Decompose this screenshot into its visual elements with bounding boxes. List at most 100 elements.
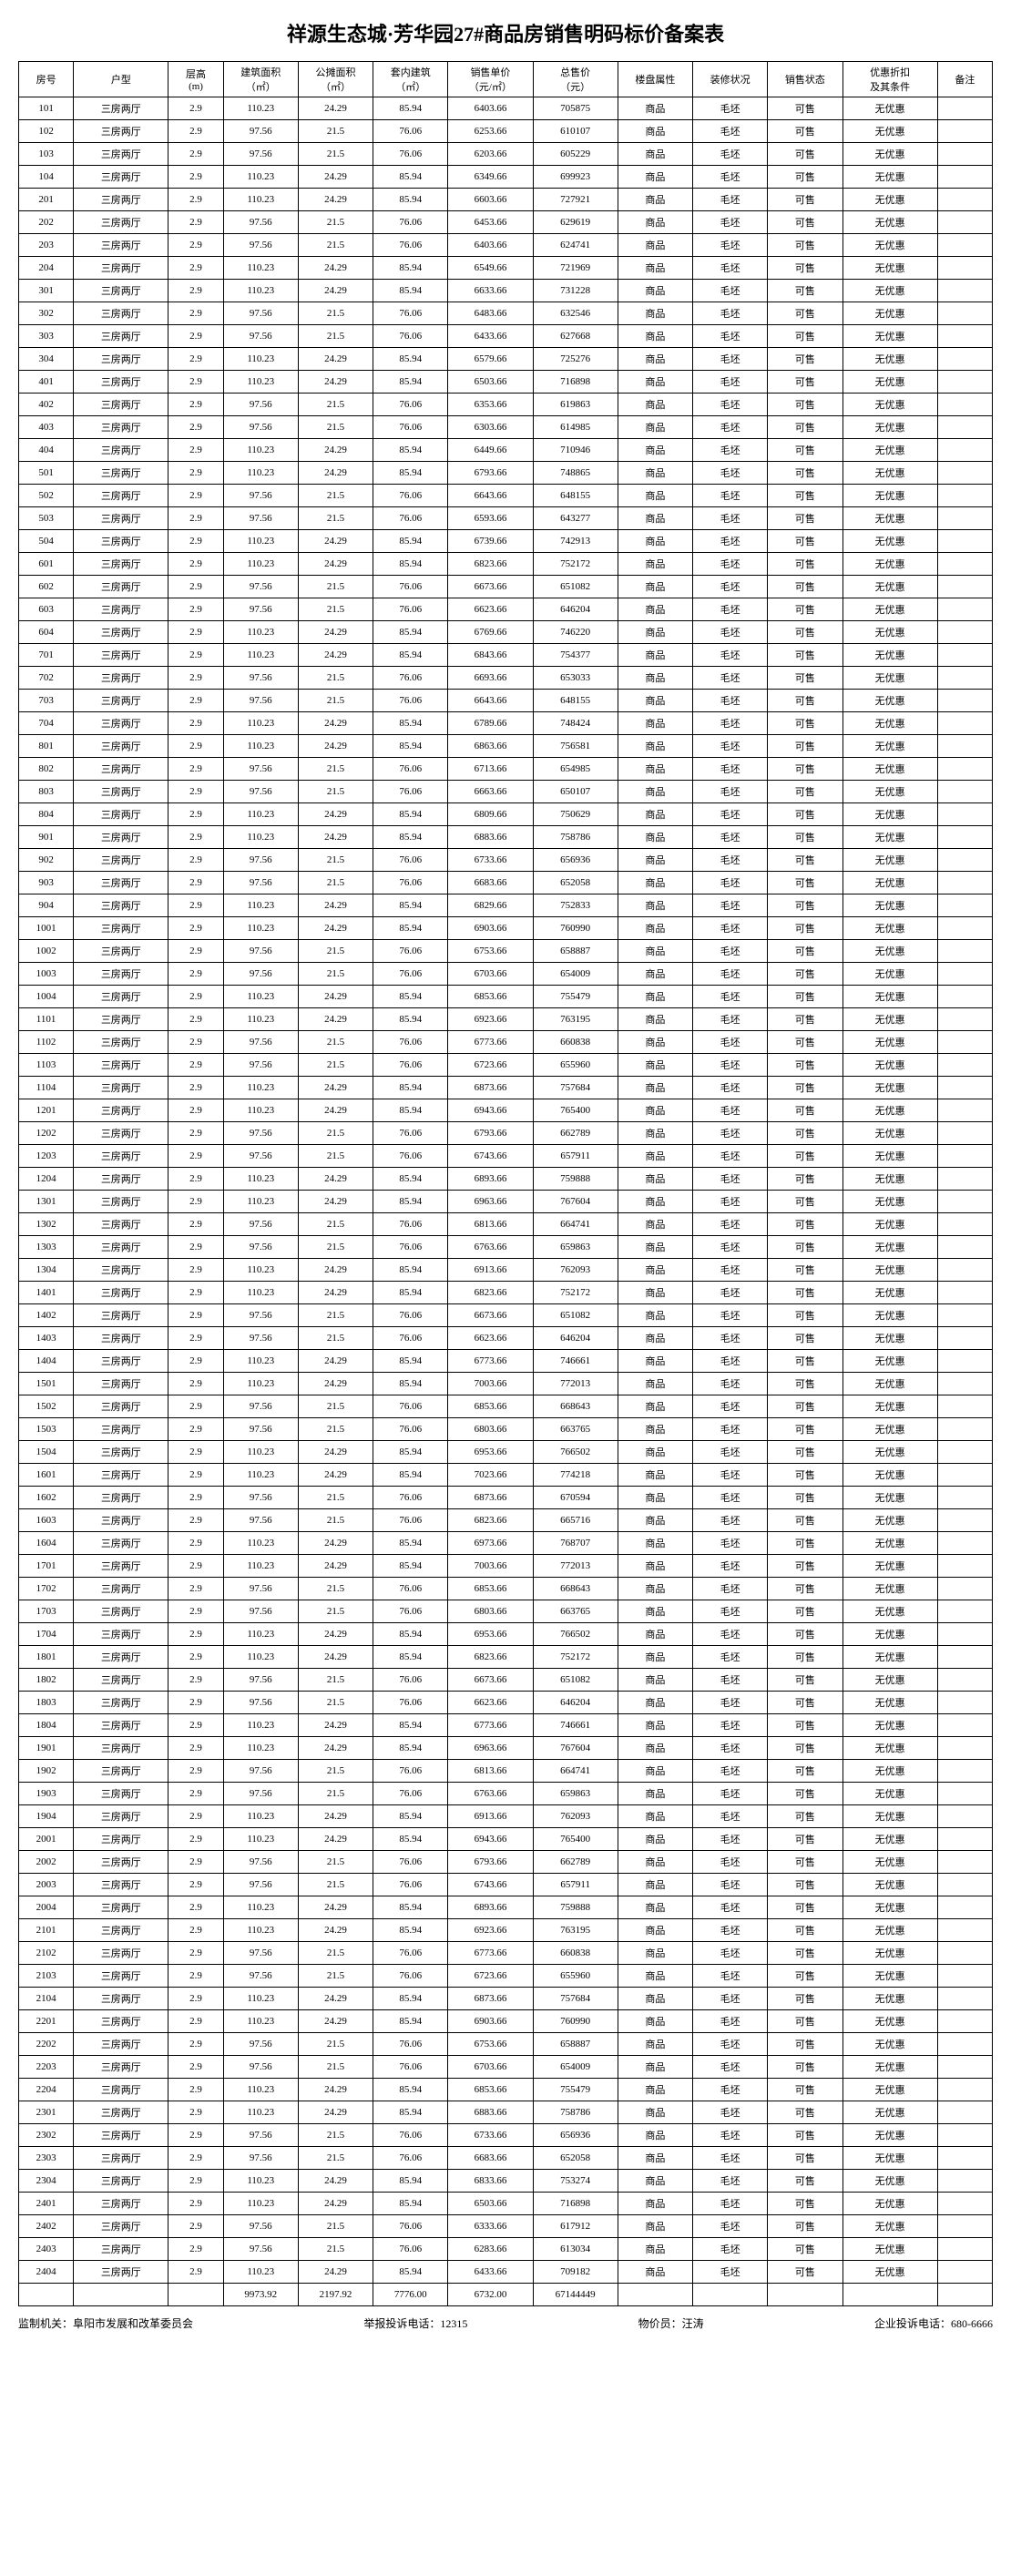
cell-room-no: 1101 xyxy=(19,1008,74,1031)
cell-discount: 无优惠 xyxy=(842,1145,937,1168)
cell-unit-price: 6643.66 xyxy=(448,690,533,712)
cell-build-area: 110.23 xyxy=(223,1646,298,1669)
cell-sale-status: 可售 xyxy=(768,1395,842,1418)
cell-remark xyxy=(937,166,992,189)
cell-inner-area: 85.94 xyxy=(373,1350,448,1373)
cell-room-no: 802 xyxy=(19,758,74,781)
cell-discount: 无优惠 xyxy=(842,1464,937,1487)
cell-remark xyxy=(937,2215,992,2238)
cell-unit-type: 三房两厅 xyxy=(74,712,168,735)
cell-remark xyxy=(937,2193,992,2215)
cell-unit-price: 6683.66 xyxy=(448,2147,533,2170)
cell-discount: 无优惠 xyxy=(842,1965,937,1988)
cell-decoration: 毛坯 xyxy=(693,1259,768,1282)
cell-unit-price: 6743.66 xyxy=(448,1145,533,1168)
cell-build-area: 97.56 xyxy=(223,1851,298,1874)
cell-shared-area: 21.5 xyxy=(298,507,373,530)
cell-shared-area: 24.29 xyxy=(298,1623,373,1646)
cell-room-no: 701 xyxy=(19,644,74,667)
cell-shared-area: 21.5 xyxy=(298,1692,373,1714)
cell-build-area: 97.56 xyxy=(223,485,298,507)
cell-inner-area: 85.94 xyxy=(373,1099,448,1122)
cell-room-no: 1703 xyxy=(19,1600,74,1623)
cell-unit-price: 6733.66 xyxy=(448,2124,533,2147)
cell-room-no: 601 xyxy=(19,553,74,576)
cell-remark xyxy=(937,826,992,849)
cell-build-area: 110.23 xyxy=(223,1714,298,1737)
cell-floor-height: 2.9 xyxy=(168,963,223,986)
cell-shared-area: 21.5 xyxy=(298,1236,373,1259)
cell-decoration: 毛坯 xyxy=(693,325,768,348)
cell-unit-price: 6549.66 xyxy=(448,257,533,280)
cell-discount: 无优惠 xyxy=(842,1692,937,1714)
cell-total-price: 656936 xyxy=(533,849,618,872)
cell-total-price: 670594 xyxy=(533,1487,618,1509)
cell-unit-price: 6303.66 xyxy=(448,416,533,439)
cell-unit-type: 三房两厅 xyxy=(74,1350,168,1373)
cell-decoration: 毛坯 xyxy=(693,1054,768,1077)
cell-unit-price: 7003.66 xyxy=(448,1555,533,1578)
cell-build-area: 110.23 xyxy=(223,894,298,917)
cell-unit-type: 三房两厅 xyxy=(74,439,168,462)
cell-inner-area: 76.06 xyxy=(373,1965,448,1988)
cell-prop-attr: 商品 xyxy=(618,325,692,348)
table-row: 901三房两厅2.9110.2324.2985.946883.66758786商… xyxy=(19,826,993,849)
cell-room-no: 1701 xyxy=(19,1555,74,1578)
cell-total-price: 651082 xyxy=(533,1669,618,1692)
cell-remark xyxy=(937,2261,992,2284)
cell-sale-status: 可售 xyxy=(768,917,842,940)
cell-inner-area: 76.06 xyxy=(373,1395,448,1418)
cell-total-price: 762093 xyxy=(533,1805,618,1828)
table-row: 402三房两厅2.997.5621.576.066353.66619863商品毛… xyxy=(19,394,993,416)
cell-room-no: 702 xyxy=(19,667,74,690)
footer-pricer: 物价员：汪涛 xyxy=(638,2315,704,2331)
cell-unit-type: 三房两厅 xyxy=(74,2215,168,2238)
cell-prop-attr: 商品 xyxy=(618,1031,692,1054)
cell-decoration: 毛坯 xyxy=(693,872,768,894)
cell-sale-status: 可售 xyxy=(768,348,842,371)
cell-floor-height: 2.9 xyxy=(168,553,223,576)
cell-inner-area: 76.06 xyxy=(373,120,448,143)
cell-total-price: 656936 xyxy=(533,2124,618,2147)
cell-room-no: 1504 xyxy=(19,1441,74,1464)
cell-remark xyxy=(937,189,992,211)
table-row: 1503三房两厅2.997.5621.576.066803.66663765商品… xyxy=(19,1418,993,1441)
cell-decoration: 毛坯 xyxy=(693,1714,768,1737)
th-unit-price: 销售单价（元/㎡） xyxy=(448,62,533,97)
cell-build-area: 110.23 xyxy=(223,348,298,371)
cell-floor-height: 2.9 xyxy=(168,1919,223,1942)
cell-inner-area: 76.06 xyxy=(373,1874,448,1896)
table-row: 1602三房两厅2.997.5621.576.066873.66670594商品… xyxy=(19,1487,993,1509)
cell-build-area: 97.56 xyxy=(223,143,298,166)
cell-sale-status: 可售 xyxy=(768,120,842,143)
cell-decoration: 毛坯 xyxy=(693,1783,768,1805)
cell-unit-price: 6903.66 xyxy=(448,917,533,940)
cell-unit-type: 三房两厅 xyxy=(74,1259,168,1282)
cell-unit-type: 三房两厅 xyxy=(74,940,168,963)
cell-decoration: 毛坯 xyxy=(693,2010,768,2033)
cell-discount: 无优惠 xyxy=(842,1509,937,1532)
cell-prop-attr: 商品 xyxy=(618,371,692,394)
cell-room-no: 1202 xyxy=(19,1122,74,1145)
cell-prop-attr: 商品 xyxy=(618,1259,692,1282)
table-row: 603三房两厅2.997.5621.576.066623.66646204商品毛… xyxy=(19,598,993,621)
cell-discount: 无优惠 xyxy=(842,439,937,462)
cell-sale-status: 可售 xyxy=(768,1259,842,1282)
table-row: 2302三房两厅2.997.5621.576.066733.66656936商品… xyxy=(19,2124,993,2147)
totals-row: 9973.92 2197.92 7776.00 6732.00 67144449 xyxy=(19,2284,993,2306)
cell-floor-height: 2.9 xyxy=(168,576,223,598)
cell-unit-price: 6943.66 xyxy=(448,1828,533,1851)
cell-shared-area: 24.29 xyxy=(298,1077,373,1099)
cell-sale-status: 可售 xyxy=(768,485,842,507)
cell-build-area: 97.56 xyxy=(223,1236,298,1259)
cell-prop-attr: 商品 xyxy=(618,553,692,576)
cell-inner-area: 85.94 xyxy=(373,1555,448,1578)
cell-remark xyxy=(937,1988,992,2010)
cell-unit-type: 三房两厅 xyxy=(74,234,168,257)
cell-inner-area: 76.06 xyxy=(373,2147,448,2170)
cell-room-no: 2003 xyxy=(19,1874,74,1896)
cell-discount: 无优惠 xyxy=(842,963,937,986)
cell-floor-height: 2.9 xyxy=(168,1851,223,1874)
cell-decoration: 毛坯 xyxy=(693,1532,768,1555)
cell-room-no: 1102 xyxy=(19,1031,74,1054)
